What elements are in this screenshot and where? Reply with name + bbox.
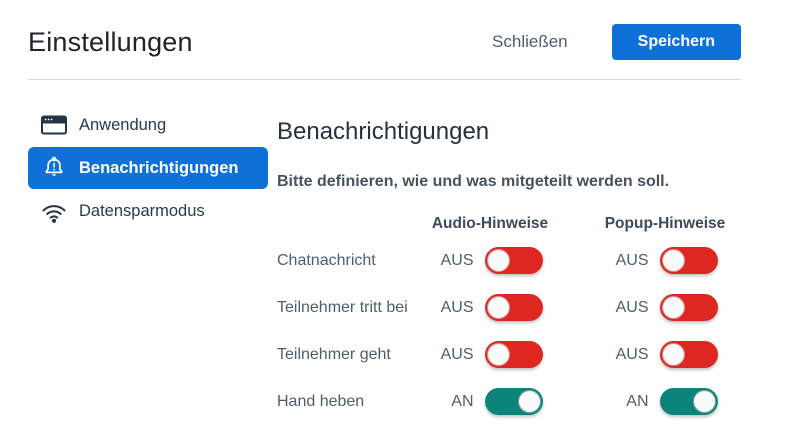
settings-sidebar: Anwendung Benachrichtigungen [28, 104, 268, 421]
toggle-group: AUS [438, 247, 543, 274]
toggle-group: AUS [613, 341, 718, 368]
notification-row-chat: Chatnachricht AUS AUS [277, 241, 741, 280]
row-label: Hand heben [277, 392, 365, 410]
save-button[interactable]: Speichern [611, 24, 741, 60]
user-join-popup-toggle[interactable] [659, 294, 718, 321]
user-join-audio-toggle[interactable] [484, 294, 543, 321]
toggle-state-label: AUS [615, 298, 649, 316]
toggle-knob [661, 249, 685, 272]
notification-row-user-leave: Teilnehmer geht AUS AUS [277, 335, 741, 374]
section-description: Bitte definieren, wie und was mitgeteilt… [277, 173, 670, 190]
modal-header: Einstellungen Schließen Speichern [0, 0, 785, 62]
toggle-knob [517, 390, 541, 413]
toggle-group: AN [613, 388, 718, 415]
toggle-group: AUS [613, 247, 718, 274]
toggle-state-label: AUS [440, 345, 474, 363]
column-header-popup: Popup-Hinweise [604, 215, 726, 232]
toggle-knob [661, 296, 685, 319]
toggle-group: AUS [438, 341, 543, 368]
raise-hand-audio-toggle[interactable] [484, 388, 543, 415]
page-title: Einstellungen [28, 26, 193, 57]
sidebar-item-data-savings[interactable]: Datensparmodus [28, 190, 268, 232]
toggle-group: AUS [438, 294, 543, 321]
sidebar-item-label: Anwendung [79, 115, 167, 134]
raise-hand-popup-toggle[interactable] [659, 388, 718, 415]
toggle-state-label: AUS [440, 298, 474, 316]
notification-row-user-join: Teilnehmer tritt bei AUS AUS [277, 288, 741, 327]
user-leave-audio-toggle[interactable] [484, 341, 543, 368]
toggle-knob [486, 296, 510, 319]
row-label: Chatnachricht [277, 251, 376, 269]
toggle-state-label: AN [626, 392, 649, 410]
wifi-icon [38, 198, 70, 225]
row-label: Teilnehmer geht [277, 345, 391, 363]
notification-row-raise-hand: Hand heben AN AN [277, 382, 741, 421]
sidebar-item-application[interactable]: Anwendung [28, 104, 268, 146]
toggle-knob [692, 390, 716, 413]
chat-audio-toggle[interactable] [484, 247, 543, 274]
toggle-state-label: AUS [440, 251, 474, 269]
user-leave-popup-toggle[interactable] [659, 341, 718, 368]
notifications-panel: Benachrichtigungen Bitte definieren, wie… [277, 104, 741, 421]
toggle-knob [661, 343, 685, 366]
header-divider [28, 79, 741, 80]
toggle-group: AN [438, 388, 543, 415]
header-actions: Schließen Speichern [492, 24, 741, 60]
column-header-audio: Audio-Hinweise [431, 215, 549, 232]
sidebar-item-label: Benachrichtigungen [79, 158, 239, 177]
column-headers: Audio-Hinweise Popup-Hinweise [277, 215, 741, 233]
bell-alert-icon [38, 155, 70, 181]
toggle-state-label: AUS [615, 251, 649, 269]
sidebar-item-notifications[interactable]: Benachrichtigungen [28, 147, 268, 189]
toggle-state-label: AUS [615, 345, 649, 363]
toggle-state-label: AN [451, 392, 474, 410]
application-window-icon [38, 113, 70, 137]
section-title: Benachrichtigungen [277, 118, 490, 145]
close-button[interactable]: Schließen [492, 32, 568, 51]
chat-popup-toggle[interactable] [659, 247, 718, 274]
row-label: Teilnehmer tritt bei [277, 298, 408, 316]
toggle-group: AUS [613, 294, 718, 321]
toggle-knob [486, 249, 510, 272]
sidebar-item-label: Datensparmodus [79, 201, 205, 220]
settings-content: Anwendung Benachrichtigungen [0, 80, 785, 421]
toggle-knob [486, 343, 510, 366]
